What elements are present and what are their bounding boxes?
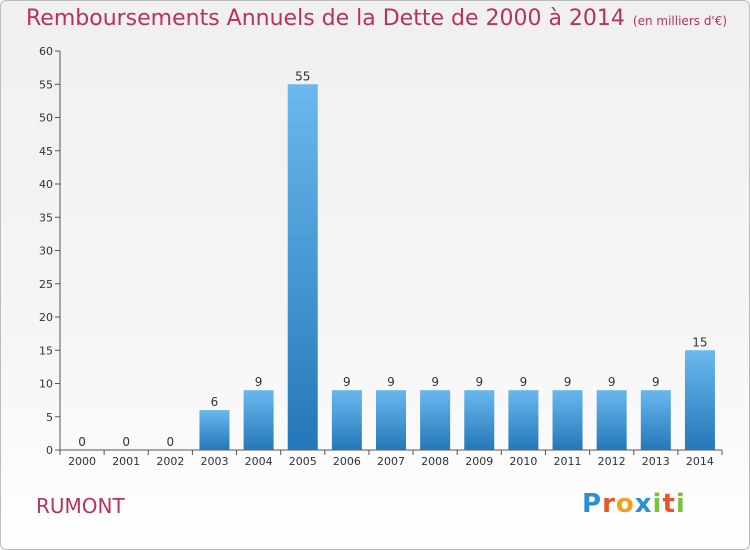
x-tick-label: 2012 bbox=[598, 455, 626, 468]
logo-letter: i bbox=[652, 489, 663, 519]
proxiti-logo: Proxiti bbox=[582, 489, 686, 519]
logo-letter: o bbox=[615, 489, 635, 519]
y-tick-label: 40 bbox=[39, 178, 53, 191]
bar-value-label: 15 bbox=[692, 335, 707, 349]
x-tick-label: 2008 bbox=[421, 455, 449, 468]
bar bbox=[508, 390, 539, 450]
y-tick-label: 45 bbox=[39, 145, 53, 158]
y-tick-label: 50 bbox=[39, 112, 53, 125]
bar bbox=[596, 390, 627, 450]
x-tick-label: 2007 bbox=[377, 455, 405, 468]
x-tick-label: 2013 bbox=[642, 455, 670, 468]
bar bbox=[464, 390, 495, 450]
x-tick-label: 2009 bbox=[465, 455, 493, 468]
x-tick-label: 2003 bbox=[200, 455, 228, 468]
logo-letter: i bbox=[675, 489, 686, 519]
chart-bars bbox=[199, 84, 715, 450]
bar-value-label: 9 bbox=[520, 375, 528, 389]
bar-value-label: 0 bbox=[122, 435, 130, 449]
chart-labels: 0 0 0 6 9 55 9 9 9 9 9 9 9 9 15 bbox=[78, 69, 707, 449]
logo-letter: P bbox=[582, 489, 603, 519]
logo-letter: r bbox=[602, 489, 616, 519]
bar bbox=[552, 390, 583, 450]
y-tick-label: 30 bbox=[39, 245, 53, 258]
x-tick-label: 2002 bbox=[156, 455, 184, 468]
bar-value-label: 6 bbox=[211, 395, 219, 409]
bar bbox=[684, 350, 715, 450]
logo-letter: x bbox=[634, 489, 653, 519]
x-tick-label: 2001 bbox=[112, 455, 140, 468]
y-tick-label: 35 bbox=[39, 211, 53, 224]
chart-title: Remboursements Annuels de la Dette de 20… bbox=[26, 6, 727, 31]
bar-value-label: 9 bbox=[475, 375, 483, 389]
bar bbox=[287, 84, 318, 450]
x-tick-label: 2006 bbox=[333, 455, 361, 468]
y-tick-label: 5 bbox=[46, 411, 53, 424]
bar bbox=[376, 390, 406, 450]
bar bbox=[331, 390, 362, 450]
commune-name: RUMONT bbox=[36, 494, 125, 518]
bar-value-label: 9 bbox=[255, 375, 263, 389]
bar-value-label: 9 bbox=[608, 375, 616, 389]
chart-title-text: Remboursements Annuels de la Dette de 20… bbox=[26, 6, 625, 31]
bar-value-label: 9 bbox=[343, 375, 351, 389]
x-tick-label: 2011 bbox=[554, 455, 582, 468]
y-tick-label: 60 bbox=[39, 45, 53, 58]
y-tick-label: 10 bbox=[39, 378, 53, 391]
x-tick-label: 2000 bbox=[68, 455, 96, 468]
y-tick-label: 55 bbox=[39, 78, 53, 91]
x-tick-label: 2014 bbox=[686, 455, 714, 468]
bar-value-label: 55 bbox=[295, 69, 310, 83]
bar bbox=[243, 390, 274, 450]
x-tick-label: 2004 bbox=[245, 455, 273, 468]
bar bbox=[420, 390, 451, 450]
chart-unit: (en milliers d'€) bbox=[632, 14, 728, 28]
y-tick-label: 0 bbox=[46, 444, 53, 457]
bar-value-label: 9 bbox=[652, 375, 660, 389]
bar-value-label: 9 bbox=[387, 375, 395, 389]
y-tick-label: 15 bbox=[39, 344, 53, 357]
bar-value-label: 9 bbox=[431, 375, 439, 389]
bar bbox=[199, 410, 230, 450]
bar bbox=[640, 390, 671, 450]
y-tick-label: 20 bbox=[39, 311, 53, 324]
logo-letter: t bbox=[662, 489, 676, 519]
x-tick-label: 2005 bbox=[289, 455, 317, 468]
x-tick-label: 2010 bbox=[509, 455, 537, 468]
bar-value-label: 9 bbox=[564, 375, 572, 389]
bar-value-label: 0 bbox=[78, 435, 86, 449]
y-tick-label: 25 bbox=[39, 278, 53, 291]
bar-value-label: 0 bbox=[167, 435, 175, 449]
